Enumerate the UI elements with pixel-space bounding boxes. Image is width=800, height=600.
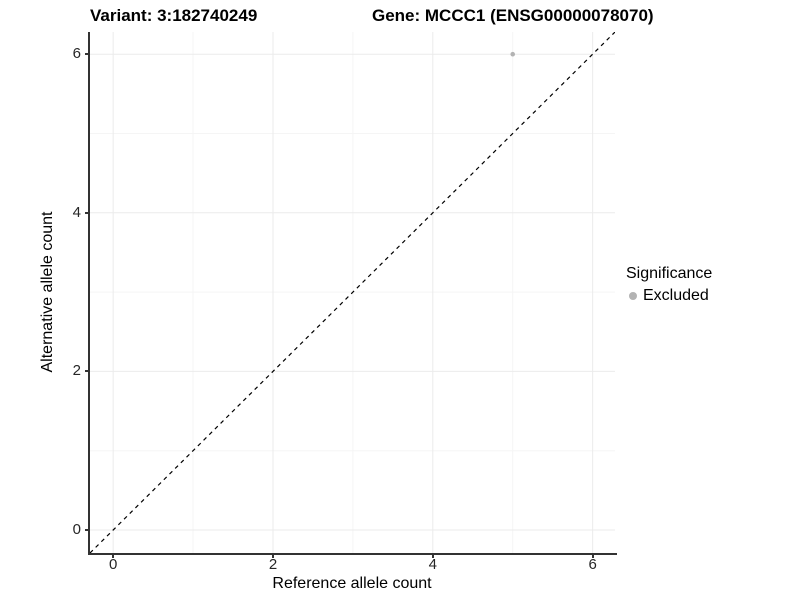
x-axis-title: Reference allele count bbox=[272, 575, 432, 592]
plot-panel bbox=[88, 32, 617, 555]
variant-title: Variant: 3:182740249 bbox=[90, 6, 258, 25]
y-tick-label: 6 bbox=[72, 45, 81, 63]
y-tick-label: 2 bbox=[72, 362, 81, 380]
plot-canvas bbox=[90, 32, 615, 553]
x-tick-mark bbox=[591, 553, 594, 558]
legend-key-dot-icon bbox=[629, 292, 637, 300]
x-tick-mark bbox=[431, 553, 434, 558]
y-tick-mark bbox=[85, 370, 90, 373]
x-tick-label: 0 bbox=[109, 556, 118, 573]
x-tick-mark bbox=[271, 553, 274, 558]
y-axis-title: Alternative allele count bbox=[39, 211, 56, 373]
legend-items: Excluded bbox=[626, 287, 712, 305]
y-tick-label: 0 bbox=[72, 521, 81, 538]
legend-title: Significance bbox=[626, 265, 713, 282]
legend-item: Excluded bbox=[626, 287, 712, 305]
legend: Significance Excluded bbox=[626, 265, 712, 305]
y-tick-label: 4 bbox=[72, 203, 81, 221]
x-tick-label: 2 bbox=[268, 556, 278, 573]
y-tick-mark bbox=[85, 53, 90, 56]
y-tick-mark bbox=[85, 211, 90, 214]
gene-title: Gene: MCCC1 (ENSG00000078070) bbox=[372, 6, 654, 25]
legend-item-label: Excluded bbox=[643, 287, 709, 304]
x-tick-label: 4 bbox=[428, 556, 437, 573]
x-tick-mark bbox=[112, 553, 115, 558]
y-tick-mark bbox=[85, 529, 90, 531]
identity-line bbox=[90, 32, 615, 553]
x-tick-label: 6 bbox=[588, 556, 597, 573]
data-point bbox=[510, 51, 516, 57]
